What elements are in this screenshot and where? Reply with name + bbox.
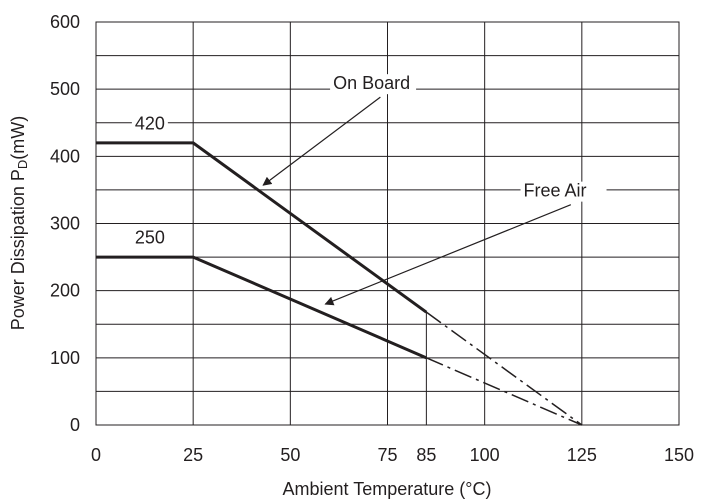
x-tick-100: 100	[470, 445, 500, 465]
y-tick-100: 100	[50, 348, 80, 368]
y-tick-0: 0	[70, 415, 80, 435]
y-tick-400: 400	[50, 146, 80, 166]
y-axis-label: Power Dissipation PD(mW)	[8, 116, 30, 330]
x-tick-50: 50	[280, 445, 300, 465]
series-lines	[96, 141, 583, 426]
annotation-420: 420	[135, 113, 165, 133]
x-tick-125: 125	[567, 445, 597, 465]
y-tick-500: 500	[50, 79, 80, 99]
annotations: 420 250 On Board Free Air	[131, 73, 607, 249]
x-tick-0: 0	[91, 445, 101, 465]
y-axis-label-main: Power Dissipation P	[8, 169, 28, 330]
x-tick-25: 25	[183, 445, 203, 465]
annotation-bg-free-air	[520, 181, 607, 202]
x-tick-75: 75	[377, 445, 397, 465]
series-on-board-dashed	[425, 311, 583, 426]
y-tick-300: 300	[50, 214, 80, 234]
series-free-air-dashed	[426, 357, 583, 426]
x-tick-150: 150	[664, 445, 694, 465]
series-free-air-solid	[96, 255, 427, 360]
y-axis-label-subscript: D	[15, 160, 30, 169]
annotation-bg-420	[131, 114, 168, 135]
annotation-250: 250	[135, 228, 165, 248]
arrow-free-air	[324, 204, 572, 306]
y-tick-600: 600	[50, 12, 80, 32]
x-tick-85: 85	[416, 445, 436, 465]
annotation-bg-on-board	[330, 74, 417, 95]
series-on-board-solid	[96, 141, 428, 314]
annotation-free-air: Free Air	[524, 181, 587, 201]
annotation-arrows	[262, 96, 572, 306]
annotation-bg-250	[131, 228, 168, 249]
x-tick-labels: 0 25 50 75 85 100 125 150	[91, 445, 694, 465]
y-tick-200: 200	[50, 281, 80, 301]
y-tick-labels: 0 100 200 300 400 500 600	[50, 12, 80, 435]
annotation-on-board: On Board	[333, 73, 410, 93]
y-axis-label-unit: (mW)	[8, 116, 28, 160]
arrow-on-board	[262, 96, 381, 186]
x-axis-label: Ambient Temperature (°C)	[283, 479, 492, 499]
